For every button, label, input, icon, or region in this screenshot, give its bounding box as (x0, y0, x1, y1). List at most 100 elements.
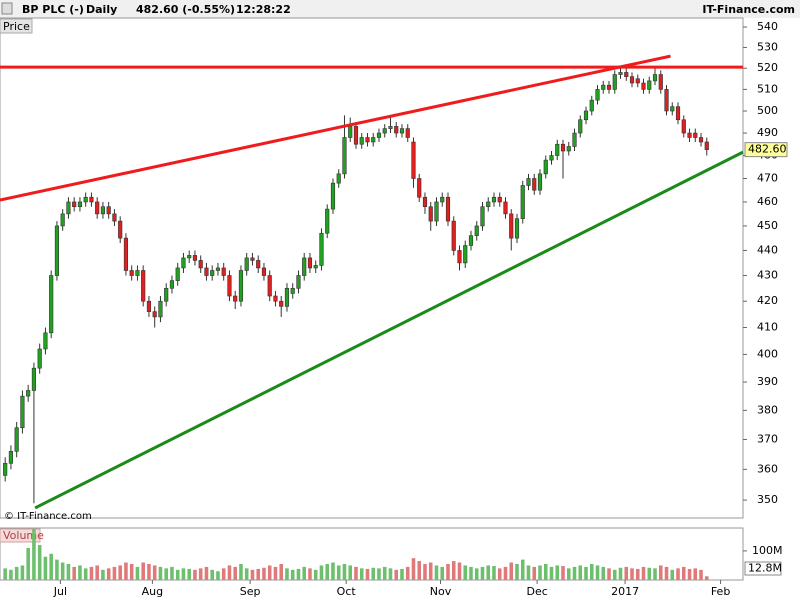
volume-bar (9, 569, 13, 580)
volume-bar (43, 556, 48, 580)
volume-bar (578, 565, 583, 580)
volume-bar (428, 562, 433, 580)
volume-bar (227, 565, 232, 580)
candle-body (290, 287, 295, 294)
volume-bar (32, 529, 36, 580)
x-tick-label: Dec (526, 585, 547, 598)
candle-body (37, 348, 42, 369)
candle-body (681, 119, 686, 134)
candle-body (376, 132, 382, 138)
volume-bar (49, 553, 53, 580)
candle-body (187, 255, 192, 259)
candle-body (26, 390, 31, 397)
volume-bar (198, 568, 203, 580)
candle-body (31, 367, 37, 391)
candle-body (359, 137, 364, 145)
candle-body (256, 260, 261, 269)
candle-body (14, 427, 19, 452)
x-tick-label: 2017 (611, 585, 639, 598)
y-tick-label: 470 (757, 172, 778, 185)
candle-body (330, 182, 336, 210)
volume-bar (158, 566, 163, 580)
volume-bar (503, 566, 508, 580)
volume-bar (377, 568, 381, 580)
volume-bar (112, 566, 117, 580)
y-tick-label: 520 (757, 61, 778, 74)
time: 12:28:22 (236, 3, 291, 16)
volume-bar (486, 565, 491, 580)
candle-body (221, 267, 226, 276)
volume-bar (469, 566, 473, 580)
candle-body (514, 218, 520, 239)
candle-body (273, 295, 278, 302)
volume-bar (3, 568, 7, 580)
candle-body (463, 245, 468, 264)
candle-body (54, 225, 60, 276)
volume-bar (354, 566, 358, 580)
candle-body (566, 146, 571, 152)
candle-body (428, 206, 433, 222)
candle-body (405, 128, 410, 138)
candle-body (394, 126, 399, 134)
candle-body (612, 74, 617, 90)
candle-body (3, 463, 8, 476)
volume-bar (336, 565, 341, 580)
volume-bar (141, 562, 145, 580)
volume-bar (302, 566, 306, 580)
last-price-label: 482.60 (748, 143, 787, 156)
candle-body (204, 267, 209, 276)
volume-bar (532, 566, 537, 580)
volume-bar (670, 569, 675, 580)
candle-body (491, 196, 497, 203)
volume-bar (175, 569, 180, 580)
candle-body (336, 173, 341, 184)
candle-body (503, 201, 508, 215)
volume-bar (699, 569, 703, 580)
volume-bar (365, 568, 370, 580)
candle-body (192, 255, 198, 261)
volume-bar (549, 566, 554, 580)
volume-bar (342, 563, 347, 580)
candle-body (399, 128, 405, 134)
candle-body (704, 141, 709, 150)
volume-bar (95, 565, 99, 580)
candle-body (457, 250, 462, 264)
volume-bar (607, 568, 611, 580)
candle-body (422, 196, 428, 208)
candle-body (112, 213, 117, 222)
volume-bar (267, 565, 272, 580)
candle-body (319, 232, 324, 266)
candle-body (250, 257, 255, 261)
candle-body (233, 295, 238, 302)
menu-icon[interactable] (1, 2, 13, 15)
price-panel (0, 17, 744, 519)
y-tick-label: 460 (757, 195, 778, 208)
candle-body (532, 178, 537, 191)
candle-body (123, 237, 129, 271)
volume-bar (543, 563, 548, 580)
candle-body (658, 74, 663, 90)
volume-bar (601, 566, 606, 580)
volume-bar (520, 559, 525, 580)
candle-body (451, 220, 456, 251)
candle-body (279, 300, 284, 307)
volume-bar (704, 576, 709, 580)
volume-bar (210, 569, 214, 580)
volume-bar (405, 566, 410, 580)
last-volume-label: 12.8M (748, 562, 782, 575)
volume-bar (624, 566, 629, 580)
volume-bar (348, 565, 353, 580)
volume-bar (14, 566, 19, 580)
candle-body (497, 196, 502, 203)
volume-bar (319, 565, 324, 580)
candle-body (141, 270, 146, 302)
volume-bar (331, 562, 335, 580)
volume-bar (216, 571, 220, 580)
volume-bar (308, 568, 312, 580)
candle-body (543, 159, 548, 175)
volume-bar (480, 566, 485, 580)
volume-bar (152, 565, 157, 580)
candle-body (365, 137, 370, 143)
y-tick-label: 440 (757, 243, 778, 256)
candle-body (353, 126, 359, 145)
